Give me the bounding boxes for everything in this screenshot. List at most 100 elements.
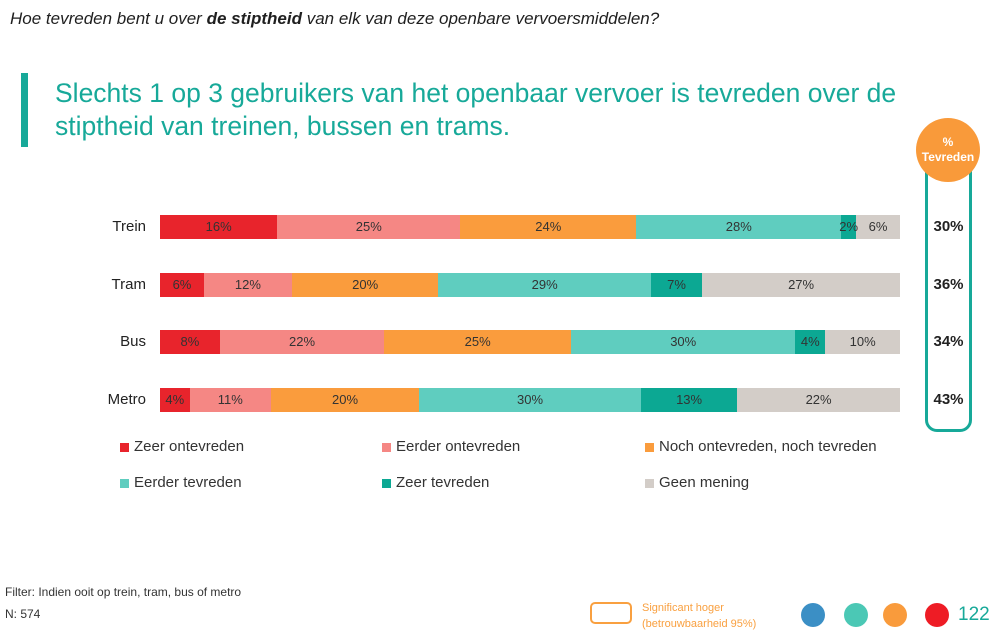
bar-trein-geen-mening bbox=[856, 215, 900, 239]
value-unit: % bbox=[549, 219, 562, 234]
legend-swatch-icon bbox=[382, 443, 391, 452]
value-number: 4 bbox=[800, 334, 809, 350]
value-number: 27 bbox=[788, 276, 803, 292]
value-number: 24 bbox=[535, 219, 550, 234]
red-dot-icon bbox=[925, 603, 949, 627]
tevreden-value-bus: 34% bbox=[925, 330, 972, 354]
value-number: 34 bbox=[933, 333, 951, 351]
bar-tram-zeer-tevreden bbox=[650, 272, 703, 297]
legend-label: Geen mening bbox=[659, 474, 750, 491]
question-text-start: Hoe tevreden bent u over bbox=[10, 9, 207, 28]
bar-tram-noch-ontevreden-noch-tevreden bbox=[291, 272, 439, 297]
value-unit: % bbox=[249, 276, 261, 292]
bar-tram-zeer-ontevreden bbox=[160, 272, 204, 297]
bar-trein-zeer-ontevreden bbox=[160, 215, 278, 239]
value-unit: % bbox=[950, 218, 964, 235]
value-number: 20 bbox=[331, 392, 347, 408]
value-number: 22 bbox=[805, 392, 821, 408]
value-unit: % bbox=[531, 392, 544, 408]
tevreden-value-metro: 43% bbox=[925, 388, 972, 412]
value-number: 10 bbox=[849, 334, 865, 350]
bar-trein-zeer-tevreden bbox=[841, 215, 857, 239]
tevreden-header-symbol: % bbox=[942, 135, 954, 149]
value-label-trein-noch-ontevreden-noch-tevreden: 24% bbox=[535, 215, 561, 239]
bar-trein-noch-ontevreden-noch-tevreden bbox=[460, 215, 637, 239]
value-number: 29 bbox=[531, 276, 547, 292]
value-unit: % bbox=[179, 276, 192, 292]
value-unit: % bbox=[546, 276, 558, 292]
value-number: 36 bbox=[933, 275, 951, 293]
value-unit: % bbox=[172, 392, 185, 408]
bar-tram-geen-mening bbox=[702, 272, 900, 297]
legend-label: Eerder tevreden bbox=[134, 474, 242, 491]
value-label-tram-eerder-ontevreden: 12% bbox=[235, 273, 261, 297]
value-unit: % bbox=[808, 334, 820, 350]
bar-tram-eerder-tevreden bbox=[438, 272, 651, 297]
value-number: 6 bbox=[172, 276, 180, 292]
blue-dot-icon bbox=[801, 603, 825, 627]
value-unit: % bbox=[820, 392, 832, 408]
value-unit: % bbox=[346, 392, 359, 408]
value-number: 30 bbox=[933, 218, 951, 235]
value-unit: % bbox=[950, 275, 964, 293]
bar-bus-noch-ontevreden-noch-tevreden bbox=[384, 330, 572, 355]
teal-dot-icon bbox=[844, 603, 868, 627]
bar-bus-zeer-tevreden bbox=[795, 330, 826, 355]
legend-label: Zeer tevreden bbox=[396, 474, 490, 491]
value-label-bus-noch-ontevreden-noch-tevreden: 25% bbox=[465, 330, 491, 354]
value-unit: % bbox=[846, 219, 859, 234]
legend-label: Noch ontevreden, noch tevreden bbox=[659, 438, 877, 455]
value-number: 11 bbox=[217, 392, 232, 408]
value-label-metro-geen-mening: 22% bbox=[806, 388, 832, 412]
value-unit: % bbox=[187, 334, 200, 350]
value-unit: % bbox=[674, 276, 686, 292]
value-label-bus-eerder-tevreden: 30% bbox=[670, 330, 696, 354]
value-number: 22 bbox=[289, 334, 304, 350]
value-number: 6 bbox=[868, 219, 876, 234]
value-number: 30 bbox=[516, 392, 532, 408]
bar-metro-zeer-ontevreden bbox=[160, 388, 190, 413]
value-unit: % bbox=[864, 334, 876, 350]
significance-line-2: (betrouwbaarheid 95%) bbox=[642, 618, 757, 630]
bar-tram-eerder-ontevreden bbox=[203, 272, 292, 297]
legend-item-eerder-ontevreden: Eerder ontevreden bbox=[382, 438, 520, 456]
value-label-trein-zeer-ontevreden: 16% bbox=[206, 215, 232, 239]
value-label-trein-eerder-tevreden: 28% bbox=[726, 215, 752, 239]
value-number: 12 bbox=[234, 276, 250, 292]
headline-accent-bar bbox=[21, 73, 28, 147]
value-unit: % bbox=[220, 219, 232, 234]
value-number: 28 bbox=[725, 219, 741, 234]
value-unit: % bbox=[231, 392, 243, 408]
bar-bus-eerder-tevreden bbox=[571, 330, 796, 355]
tevreden-header-badge: % Tevreden bbox=[916, 118, 980, 182]
value-unit: % bbox=[303, 334, 316, 350]
bar-bus-eerder-ontevreden bbox=[219, 330, 385, 355]
bar-metro-eerder-tevreden bbox=[419, 388, 641, 413]
value-label-trein-eerder-ontevreden: 25% bbox=[356, 215, 382, 239]
significance-note: Significant hoger (betrouwbaarheid 95%) bbox=[642, 600, 756, 632]
value-number: 2 bbox=[839, 219, 847, 234]
value-unit: % bbox=[950, 333, 964, 351]
value-label-metro-eerder-ontevreden: 11% bbox=[218, 388, 243, 412]
headline: Slechts 1 op 3 gebruikers van het openba… bbox=[55, 77, 896, 143]
bar-metro-geen-mening bbox=[737, 388, 900, 413]
value-unit: % bbox=[366, 276, 379, 292]
value-label-trein-zeer-tevreden: 2% bbox=[839, 215, 858, 239]
value-label-bus-zeer-tevreden: 4% bbox=[801, 330, 820, 354]
value-label-tram-eerder-tevreden: 29% bbox=[532, 273, 558, 297]
value-unit: % bbox=[802, 276, 815, 292]
bar-trein-eerder-ontevreden bbox=[277, 215, 461, 239]
value-label-trein-geen-mening: 6% bbox=[869, 215, 888, 239]
question-emphasis: de stiptheid bbox=[206, 9, 302, 28]
value-label-tram-noch-ontevreden-noch-tevreden: 20% bbox=[352, 273, 378, 297]
legend-item-eerder-tevreden: Eerder tevreden bbox=[120, 474, 242, 492]
value-number: 43 bbox=[933, 391, 951, 409]
significance-marker-icon bbox=[590, 602, 632, 624]
survey-question: Hoe tevreden bent u over de stiptheid va… bbox=[10, 8, 659, 30]
value-label-tram-geen-mening: 27% bbox=[788, 273, 814, 297]
question-text-end: van elk van deze openbare vervoersmiddel… bbox=[301, 9, 660, 28]
value-label-metro-zeer-ontevreden: 4% bbox=[165, 388, 184, 412]
legend-item-zeer-tevreden: Zeer tevreden bbox=[382, 474, 489, 492]
